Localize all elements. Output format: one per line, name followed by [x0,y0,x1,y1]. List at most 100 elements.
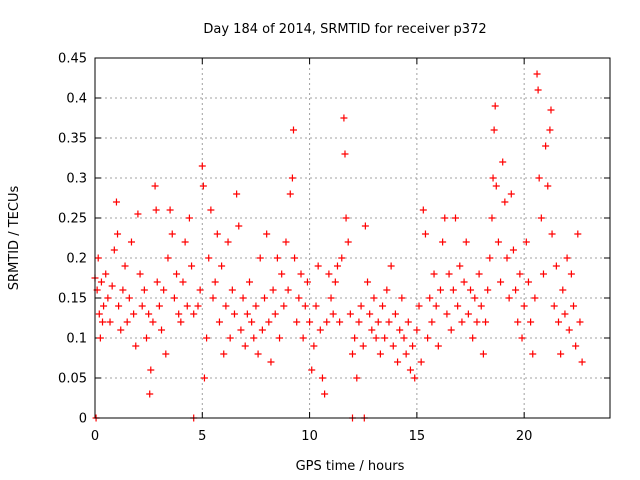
data-point [329,310,337,318]
data-point [353,374,361,382]
data-point [449,286,457,294]
data-point [213,230,221,238]
y-tick-label: 0.2 [66,252,87,267]
data-point [400,334,408,342]
data-point [303,278,311,286]
data-point [533,70,541,78]
data-point [355,318,363,326]
data-point [325,270,333,278]
data-point [464,310,472,318]
data-point [486,254,494,262]
data-point [102,270,110,278]
data-point [376,350,384,358]
data-point [312,302,320,310]
data-point [132,342,140,350]
data-point [162,350,170,358]
data-point [119,286,127,294]
data-point [379,302,387,310]
data-point [338,254,346,262]
data-point [428,318,436,326]
data-point [235,222,243,230]
data-point [205,254,213,262]
data-point [561,310,569,318]
data-point [441,214,449,222]
data-point [462,238,470,246]
data-point [211,278,219,286]
data-point [544,182,552,190]
data-point [409,342,417,350]
data-point [364,278,372,286]
data-point [406,366,414,374]
data-point [387,262,395,270]
data-point [96,334,104,342]
data-point [578,358,586,366]
data-point [421,230,429,238]
data-point [383,286,391,294]
plot-frame [94,57,611,419]
data-point [299,334,307,342]
data-point [112,198,120,206]
data-point [280,302,288,310]
data-point [479,350,487,358]
data-point [542,142,550,150]
data-point [291,254,299,262]
data-point [149,318,157,326]
data-point [314,262,322,270]
data-point [170,294,178,302]
data-point [321,390,329,398]
data-point [230,310,238,318]
data-point [263,230,271,238]
data-point [97,278,105,286]
data-point [381,334,389,342]
data-points [91,70,586,422]
data-point [458,318,466,326]
data-point [396,326,404,334]
data-point [228,286,236,294]
data-point [220,350,228,358]
data-point [419,206,427,214]
data-point [527,318,535,326]
data-point [385,318,393,326]
data-point [505,294,513,302]
data-point [456,262,464,270]
data-point [308,366,316,374]
data-point [351,334,359,342]
data-point [100,302,108,310]
data-point [514,318,522,326]
data-point [374,318,382,326]
data-point [241,342,249,350]
data-point [267,358,275,366]
y-tick-label: 0.4 [66,92,87,107]
data-point [200,374,208,382]
data-point [559,286,567,294]
data-point [331,278,339,286]
data-point [539,270,547,278]
data-point [175,310,183,318]
data-point [196,286,204,294]
data-point [173,270,181,278]
data-point [413,326,421,334]
data-point [295,294,303,302]
data-point [134,210,142,218]
data-point [121,262,129,270]
data-point [484,286,492,294]
grid-lines [95,58,610,418]
data-point [550,302,558,310]
data-point [297,270,305,278]
data-point [136,270,144,278]
data-point [327,294,335,302]
data-point [341,150,349,158]
data-point [469,334,477,342]
data-point [222,302,230,310]
data-point [490,126,498,134]
data-point [181,238,189,246]
data-point [152,206,160,214]
data-point [153,278,161,286]
data-point [145,310,153,318]
data-point [531,294,539,302]
data-point [246,278,253,286]
data-point [368,326,376,334]
data-point [106,318,114,326]
data-point [415,302,423,310]
data-point [237,326,245,334]
